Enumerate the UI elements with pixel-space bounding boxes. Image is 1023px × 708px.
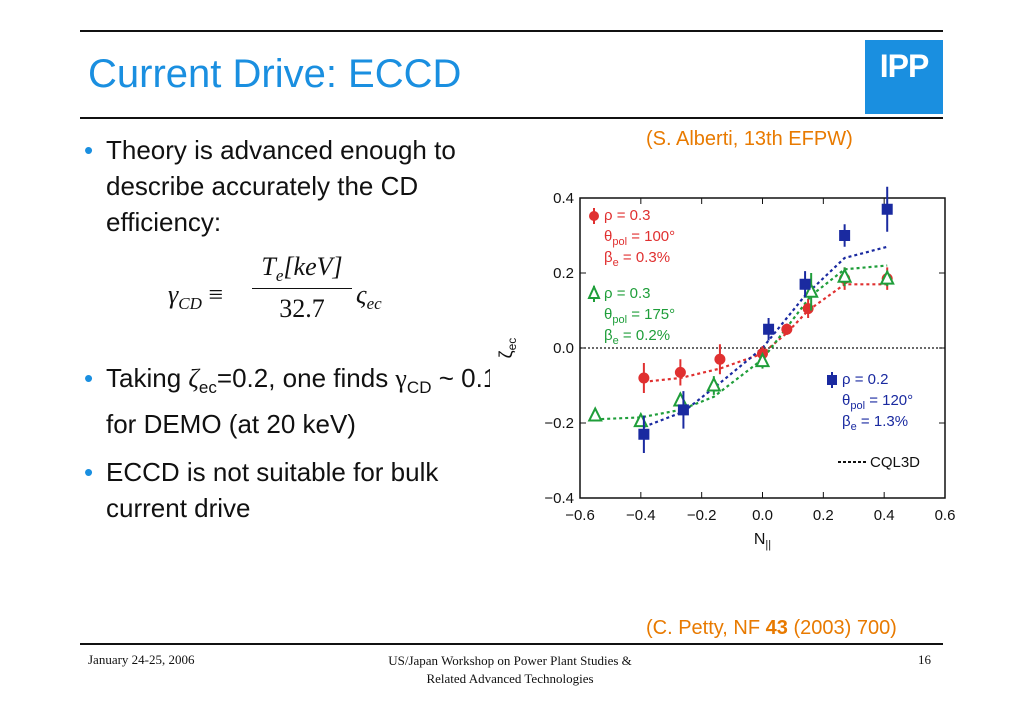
formula-rhs: ς	[356, 280, 367, 309]
x-tick-label: 0.0	[752, 507, 773, 524]
fit-line-series-0	[643, 283, 888, 383]
citation-top: (S. Alberti, 13th EFPW)	[646, 128, 853, 150]
data-point-triangle	[754, 351, 771, 368]
data-point-triangle	[837, 267, 853, 283]
footer-event-line2: Related Advanced Technologies	[426, 671, 594, 686]
legend-fit-label: CQL3D	[870, 454, 920, 471]
legend-entry-series-1: θpol = 175°	[604, 306, 675, 326]
bullet-text: ECCD is not suitable for bulk current dr…	[106, 457, 439, 524]
data-point-square	[881, 203, 893, 215]
data-point-triangle	[706, 376, 722, 392]
footer-date: January 24-25, 2006	[88, 652, 195, 667]
y-tick-label: 0.0	[553, 340, 574, 357]
citation-bottom-pre: (C. Petty, NF	[646, 617, 766, 639]
formula-lhs-sub: CD	[178, 294, 202, 314]
bullet-text: Theory is advanced enough to describe ac…	[106, 135, 456, 237]
bullet-item: • ECCD is not suitable for bulk current …	[84, 454, 504, 526]
formula-num-sub: e	[275, 266, 284, 286]
data-point-circle	[714, 353, 726, 365]
legend-entry-series-2: βe = 1.3%	[842, 413, 908, 433]
legend-entry-series-1: ρ = 0.3	[604, 285, 651, 302]
y-tick-label: 0.2	[553, 265, 574, 282]
bullet-dot-icon: •	[84, 363, 94, 393]
bullet-text-pre: Taking	[106, 363, 189, 393]
data-point-square	[839, 230, 851, 241]
data-point-circle	[781, 323, 793, 335]
slide-title: Current Drive: ECCD	[88, 52, 462, 96]
data-point-square	[799, 278, 811, 290]
formula-denominator: 32.7	[279, 294, 325, 323]
bullet-item: • Theory is advanced enough to describe …	[84, 132, 504, 240]
bullet-text-post: ~ 0.1 for DEMO (at 20 keV)	[106, 363, 498, 440]
legend-entry-series-2: ρ = 0.2	[842, 371, 889, 388]
bullet-list: • Theory is advanced enough to describe …	[84, 132, 504, 538]
y-tick-label: −0.2	[544, 415, 574, 432]
data-point-circle	[638, 372, 650, 384]
bullet-item: • Taking ζec=0.2, one finds γCD ~ 0.1 fo…	[84, 360, 504, 442]
chart-background	[490, 170, 970, 590]
legend-marker-circle	[589, 211, 599, 221]
formula-numerator: Te[keV]	[252, 252, 352, 286]
x-tick-label: 0.6	[935, 507, 956, 524]
x-tick-label: 0.4	[874, 507, 895, 524]
legend-entry-series-2: θpol = 120°	[842, 392, 913, 412]
legend-entry-series-1: βe = 0.2%	[604, 327, 670, 347]
x-tick-label: −0.6	[565, 507, 595, 524]
legend-entry-series-0: βe = 0.3%	[604, 249, 670, 269]
x-tick-label: −0.2	[687, 507, 717, 524]
data-point-square	[677, 404, 689, 416]
citation-bottom: (C. Petty, NF 43 (2003) 700)	[646, 617, 897, 640]
citation-bottom-post: (2003) 700)	[787, 617, 897, 639]
data-point-triangle	[879, 269, 895, 285]
data-point-circle	[674, 366, 686, 378]
footer-page-number: 16	[918, 652, 931, 667]
zeta-subscript: ec	[198, 378, 217, 398]
formula-equiv: ≡	[208, 280, 224, 309]
fit-line-series-1	[595, 264, 888, 421]
gamma-symbol: γ	[395, 364, 407, 393]
footer-event-line1: US/Japan Workshop on Power Plant Studies…	[388, 653, 632, 668]
eccd-chart: −0.6 −0.4 −0.2 0.0 0.2 0.4 0.60.40.20.0−0.2−0.…	[490, 170, 970, 590]
data-point-square	[763, 323, 775, 335]
formula-num-t: T	[261, 252, 276, 281]
gamma-subscript: CD	[406, 378, 432, 398]
bullet-text-mid: =0.2, one finds	[216, 363, 396, 393]
logo-text: IPP	[879, 48, 930, 84]
formula-num-rest: [keV]	[283, 252, 343, 281]
footer-event: US/Japan Workshop on Power Plant Studies…	[360, 652, 660, 688]
legend-marker-square	[827, 375, 837, 385]
y-tick-label: −0.4	[544, 490, 574, 507]
bullet-dot-icon: •	[84, 457, 94, 488]
ipp-logo: IPP	[865, 40, 943, 114]
legend-entry-series-0: ρ = 0.3	[604, 207, 651, 224]
formula-fraction-bar	[252, 288, 352, 289]
y-tick-label: 0.4	[553, 190, 574, 207]
data-point-triangle	[803, 282, 819, 298]
citation-bottom-volume: 43	[765, 617, 788, 639]
data-point-square	[638, 428, 650, 440]
title-rule	[80, 117, 943, 119]
formula-lhs: γ	[168, 280, 179, 309]
x-tick-label: −0.4	[626, 507, 656, 524]
zeta-symbol: ζ	[188, 364, 199, 393]
legend-marker-triangle	[587, 284, 601, 299]
x-tick-label: 0.2	[813, 507, 834, 524]
top-rule	[80, 30, 943, 32]
data-point-triangle	[587, 406, 603, 422]
formula-rhs-sub: ec	[366, 294, 382, 314]
footer-rule	[80, 643, 943, 645]
bullet-dot-icon: •	[84, 135, 94, 165]
